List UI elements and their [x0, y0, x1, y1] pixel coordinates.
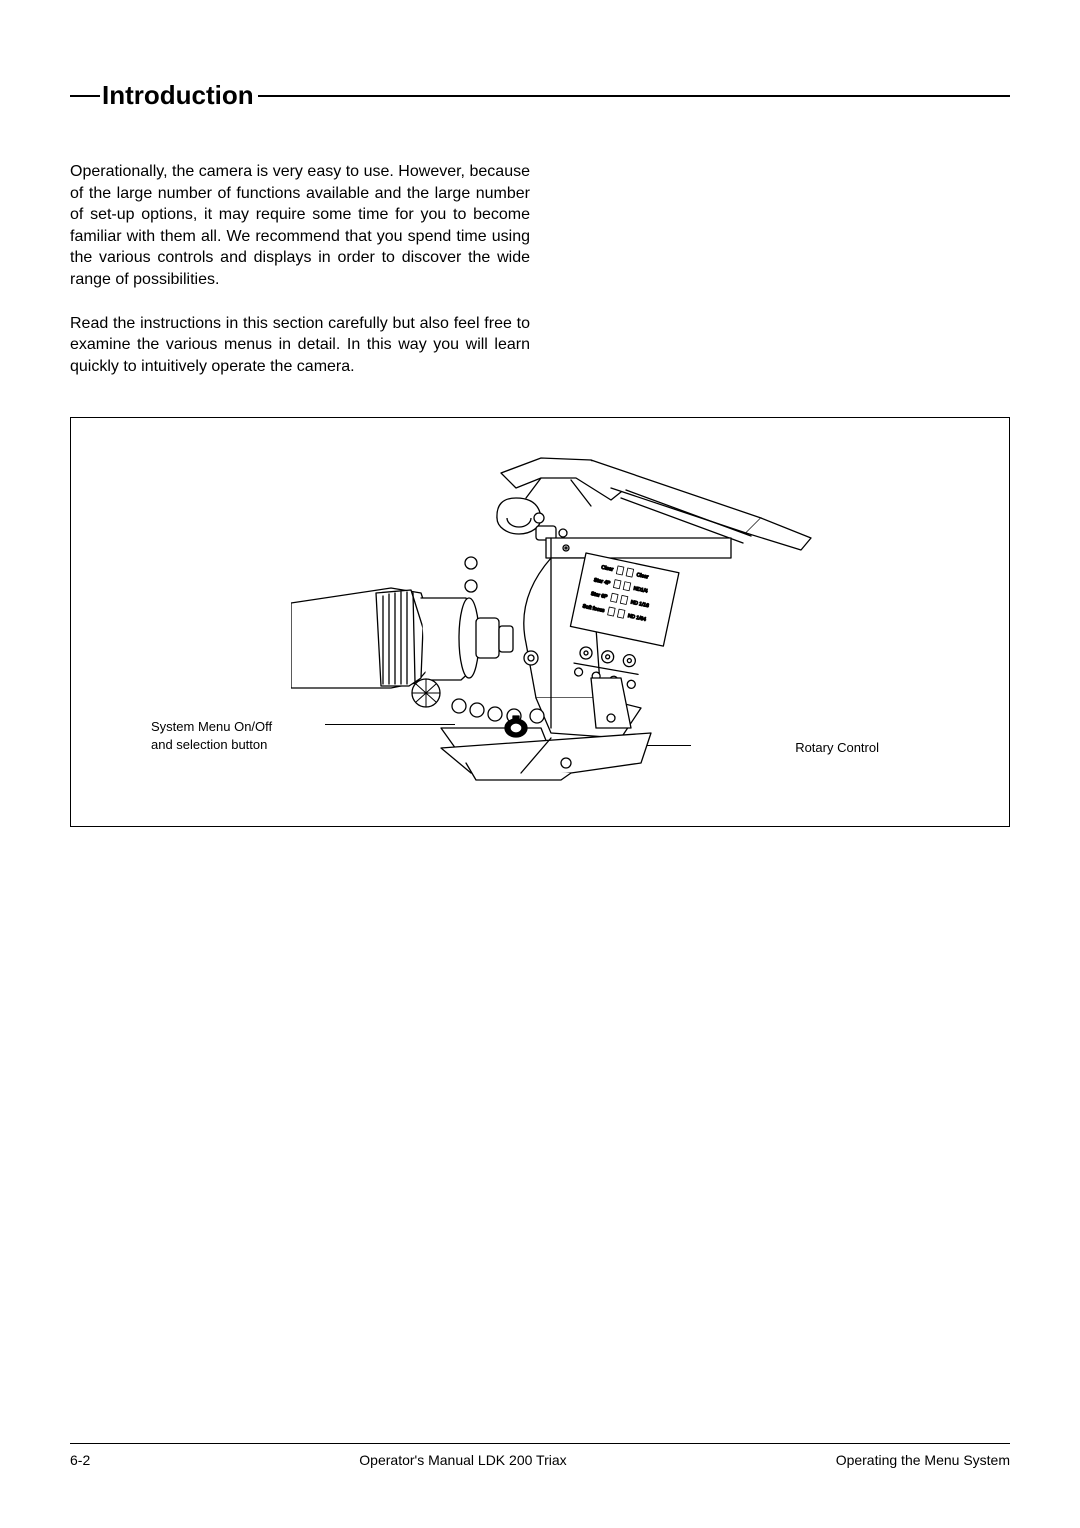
intro-paragraph-1: Operationally, the camera is very easy t…	[70, 161, 530, 291]
footer-section-name: Operating the Menu System	[836, 1452, 1010, 1468]
callout-system-menu: System Menu On/Off and selection button	[151, 718, 272, 753]
intro-paragraph-2: Read the instructions in this section ca…	[70, 313, 530, 378]
rule-right	[258, 95, 1010, 97]
rule-left	[70, 95, 100, 97]
callout-line-1: System Menu On/Off	[151, 718, 272, 736]
footer-page-number: 6-2	[70, 1452, 90, 1468]
body-text-column: Operationally, the camera is very easy t…	[70, 161, 530, 377]
section-header: Introduction	[70, 80, 1010, 111]
section-title: Introduction	[100, 80, 256, 111]
footer-rule	[70, 1443, 1010, 1444]
camera-line-drawing: Clear Clear Star 4P ND1/4 Star 6P ND 1/1…	[291, 428, 851, 788]
footer-manual-title: Operator's Manual LDK 200 Triax	[359, 1452, 566, 1468]
callout-line-2: and selection button	[151, 736, 272, 754]
page-footer: 6-2 Operator's Manual LDK 200 Triax Oper…	[70, 1443, 1010, 1468]
camera-figure: System Menu On/Off and selection button …	[70, 417, 1010, 827]
